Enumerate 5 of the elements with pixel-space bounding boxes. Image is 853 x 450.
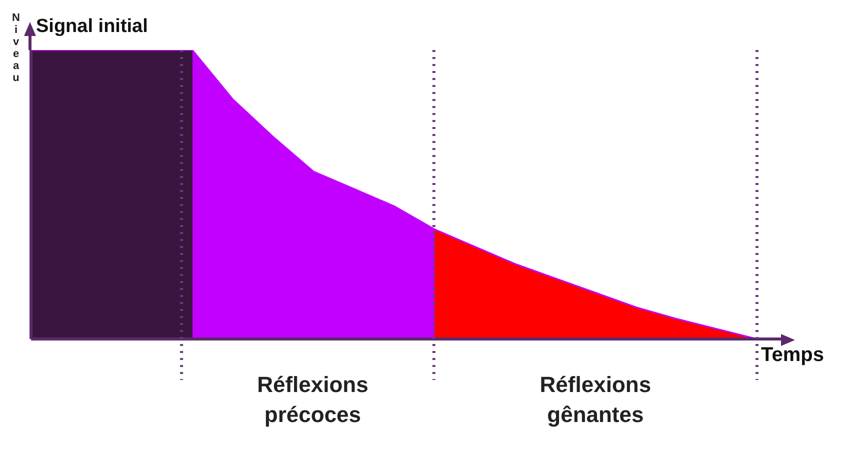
text: Réflexions précoces	[256, 371, 370, 429]
text: Signal initial	[36, 16, 148, 38]
x-axis-title: Temps	[761, 344, 824, 367]
y-axis-title: Niveau	[11, 12, 21, 84]
text: Réflexions gênantes	[538, 371, 652, 429]
